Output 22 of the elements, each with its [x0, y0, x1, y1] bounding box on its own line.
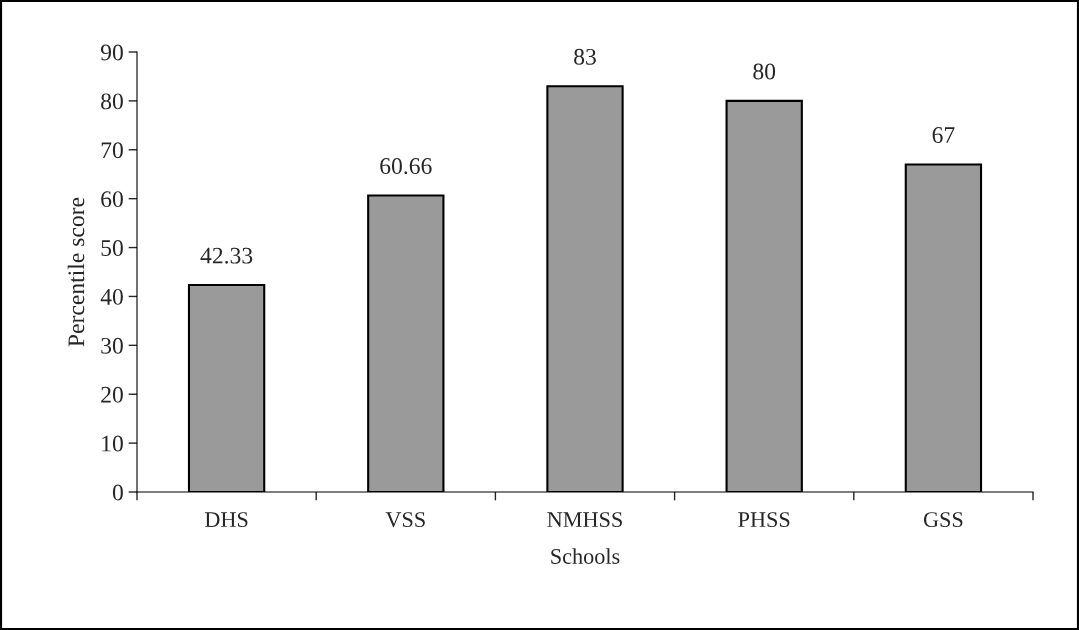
y-tick-label: 40	[100, 288, 123, 305]
data-label: 80	[753, 63, 776, 80]
x-axis-title: Schools	[551, 548, 620, 564]
x-tick-label: DHS	[205, 512, 248, 528]
x-tick-label: NMHSS	[547, 512, 622, 528]
y-tick-label: 70	[101, 142, 123, 159]
data-label: 42.33	[200, 247, 253, 264]
data-label: 83	[574, 48, 596, 65]
y-tick-label: 10	[102, 435, 123, 452]
data-label: 67	[932, 127, 955, 143]
y-tick-label: 80	[101, 93, 123, 110]
y-tick-label: 20	[101, 386, 123, 403]
y-tick-label: 30	[101, 337, 123, 354]
y-axis-title: Percentile score	[67, 197, 85, 347]
y-tick-label: 90	[100, 44, 123, 61]
x-tick-label: GSS	[923, 512, 963, 528]
y-tick-label: 50	[101, 240, 123, 256]
y-tick-label: 0	[112, 484, 123, 501]
x-tick-label: PHSS	[738, 512, 790, 528]
y-tick-label: 60	[101, 191, 123, 208]
x-tick-label: VSS	[385, 512, 425, 528]
data-label: 60.66	[380, 158, 432, 175]
